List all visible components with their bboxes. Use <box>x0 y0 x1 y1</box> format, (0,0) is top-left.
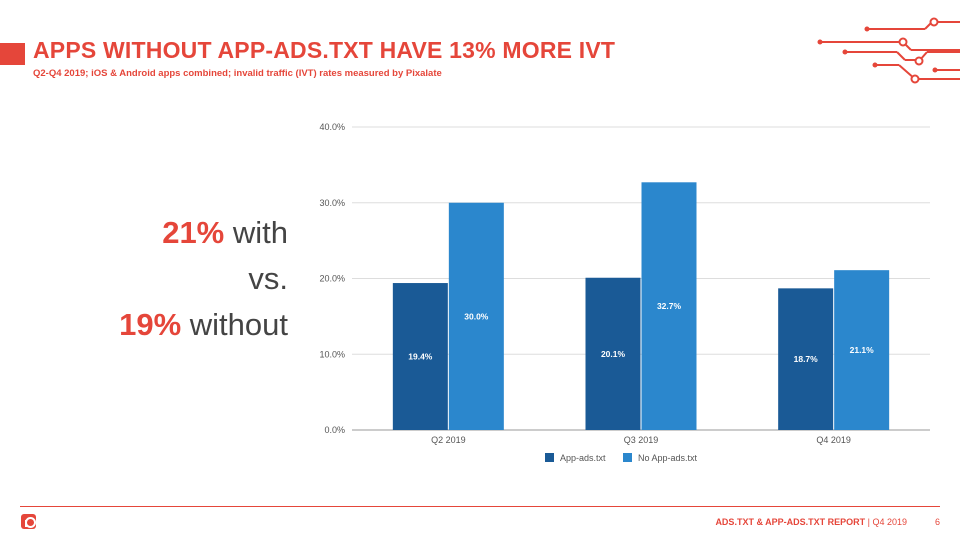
legend-label: App-ads.txt <box>560 453 606 463</box>
callout-line-with: 21% with <box>119 210 288 256</box>
ivt-callout: 21% with vs. 19% without <box>119 210 288 348</box>
callout-without-value: 19% <box>119 307 182 342</box>
y-tick-label: 40.0% <box>319 122 345 132</box>
bar-data-label: 32.7% <box>657 301 682 311</box>
bar <box>834 270 890 430</box>
callout-line-without: 19% without <box>119 302 288 348</box>
footer-separator: | <box>865 517 873 527</box>
legend-label: No App-ads.txt <box>638 453 698 463</box>
legend-swatch <box>545 453 554 462</box>
y-tick-label: 0.0% <box>324 425 345 435</box>
bar-data-label: 20.1% <box>601 349 626 359</box>
callout-without-text: without <box>181 307 288 342</box>
legend-swatch <box>623 453 632 462</box>
slide-title: APPS WITHOUT APP-ADS.TXT HAVE 13% MORE I… <box>33 37 616 63</box>
bar <box>585 277 641 430</box>
title-accent-bar <box>0 43 25 65</box>
y-tick-label: 10.0% <box>319 349 345 359</box>
bar-data-label: 30.0% <box>464 311 489 321</box>
slide-subtitle: Q2-Q4 2019; iOS & Android apps combined;… <box>33 68 442 79</box>
pixalate-logo-icon <box>21 514 36 529</box>
bar-data-label: 21.1% <box>850 345 875 355</box>
bar <box>641 182 697 430</box>
footer-period: Q4 2019 <box>872 517 907 527</box>
x-tick-label: Q3 2019 <box>624 435 659 445</box>
footer-divider <box>20 506 940 507</box>
footer-report-title: ADS.TXT & APP-ADS.TXT REPORT | Q4 2019 <box>715 517 907 527</box>
bar-data-label: 18.7% <box>794 354 819 364</box>
callout-with-text: with <box>224 215 288 250</box>
circuit-decoration-icon <box>817 17 960 84</box>
ivt-bar-chart: 0.0% 10.0% 20.0% 30.0% 40.0% 19.4% 30.0% Q2 201… <box>319 122 930 463</box>
y-tick-label: 20.0% <box>319 274 345 284</box>
x-tick-label: Q4 2019 <box>816 435 851 445</box>
bar-data-label: 19.4% <box>408 352 433 362</box>
x-tick-label: Q2 2019 <box>431 435 466 445</box>
y-tick-label: 30.0% <box>319 198 345 208</box>
callout-line-vs: vs. <box>248 261 288 296</box>
bar <box>448 202 504 430</box>
bar <box>392 283 448 430</box>
page-number: 6 <box>934 517 940 527</box>
callout-with-value: 21% <box>162 215 225 250</box>
footer-report-name: ADS.TXT & APP-ADS.TXT REPORT <box>715 517 866 527</box>
bar <box>778 288 834 430</box>
